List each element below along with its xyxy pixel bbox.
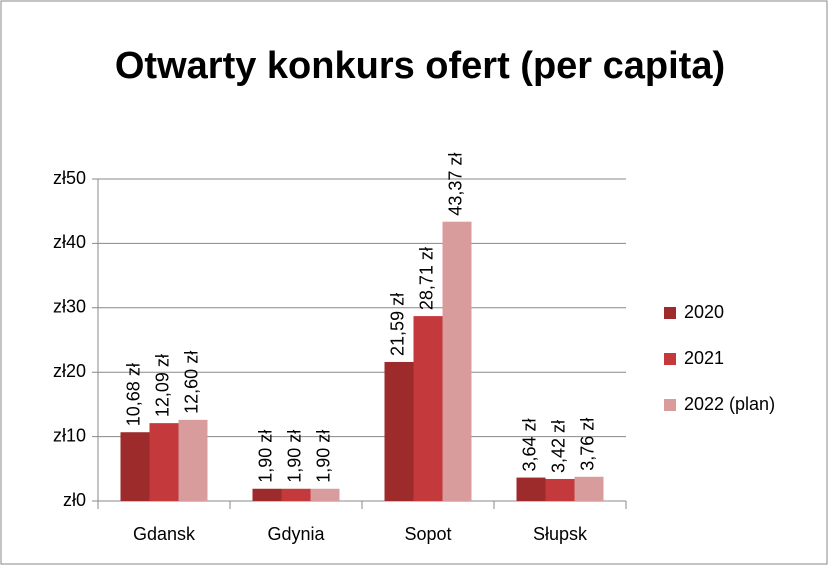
y-tick-label: zł30: [53, 297, 86, 317]
x-tick-label: Słupsk: [533, 524, 588, 544]
value-label: 12,09 zł: [153, 354, 173, 417]
legend-label: 2021: [684, 348, 724, 368]
bar: [413, 316, 443, 501]
bar: [516, 477, 546, 501]
legend-label: 2022 (plan): [684, 394, 775, 414]
legend-swatch: [664, 399, 676, 411]
y-tick-label: zł50: [53, 168, 86, 188]
value-label: 1,90 zł: [314, 430, 334, 483]
value-label: 28,71 zł: [417, 247, 437, 310]
value-label: 1,90 zł: [256, 430, 276, 483]
bar: [442, 221, 472, 501]
chart-title: Otwarty konkurs ofert (per capita): [114, 45, 726, 87]
bar: [384, 361, 414, 501]
bar: [252, 488, 282, 501]
value-label: 3,42 zł: [549, 420, 569, 473]
bar: [281, 488, 311, 501]
x-tick-label: Sopot: [404, 524, 451, 544]
value-label: 21,59 zł: [388, 293, 408, 356]
bar: [120, 432, 150, 501]
bar: [574, 476, 604, 501]
y-tick-label: zł20: [53, 361, 86, 381]
value-label: 12,60 zł: [182, 351, 202, 414]
x-tick-label: Gdynia: [267, 524, 325, 544]
bar: [545, 478, 575, 501]
legend-label: 2020: [684, 302, 724, 322]
y-tick-label: zł10: [53, 425, 86, 445]
y-tick-label: zł0: [63, 490, 86, 510]
legend-swatch: [664, 353, 676, 365]
bar: [149, 423, 179, 501]
legend-swatch: [664, 307, 676, 319]
value-label: 3,76 zł: [578, 418, 598, 471]
value-label: 1,90 zł: [285, 430, 305, 483]
y-tick-label: zł40: [53, 232, 86, 252]
bar: [178, 419, 208, 501]
x-tick-label: Gdansk: [133, 524, 196, 544]
value-label: 3,64 zł: [520, 419, 540, 472]
bar: [310, 488, 340, 501]
value-label: 43,37 zł: [446, 153, 466, 216]
value-label: 10,68 zł: [124, 363, 144, 426]
